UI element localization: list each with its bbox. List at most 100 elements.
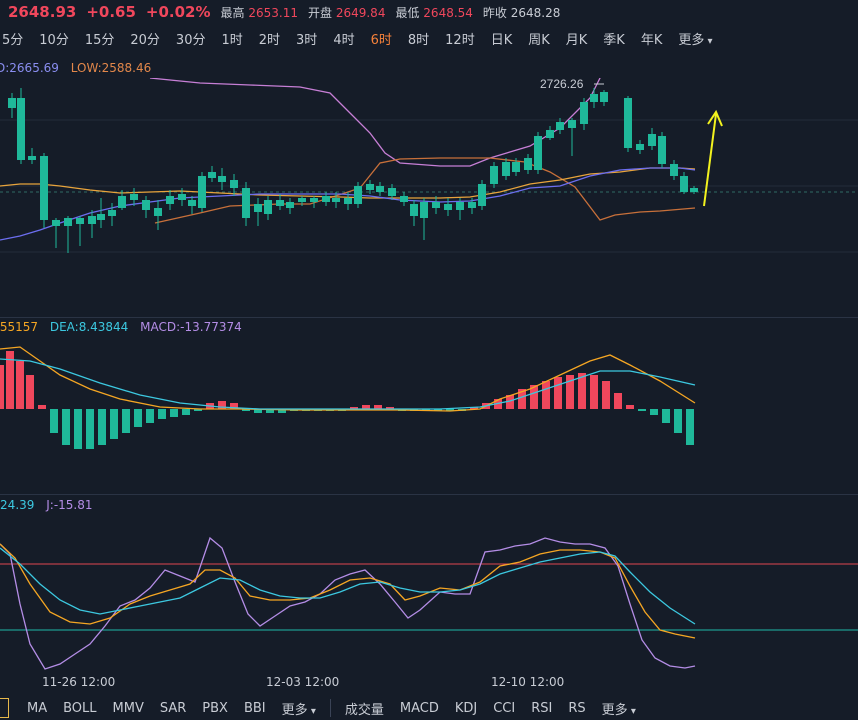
candle-body	[28, 156, 36, 160]
candlestick-chart[interactable]: 2726.26	[0, 78, 858, 318]
period-10m[interactable]: 10分	[39, 32, 69, 48]
candle-body	[88, 216, 96, 224]
macd-bar	[62, 409, 70, 445]
indicator-bbi[interactable]: BBI	[243, 700, 266, 716]
indicator-volume[interactable]: 成交量	[344, 702, 384, 718]
candle-body	[524, 158, 532, 170]
date-label-1: 11-26 12:00	[42, 675, 116, 689]
macd-bar	[98, 409, 106, 445]
panel-toggle-icon[interactable]	[0, 698, 9, 718]
kdj-legend: :24.39 J:-15.81	[0, 498, 101, 512]
macd-bar	[614, 393, 622, 409]
macd-bar	[446, 409, 454, 411]
macd-bar	[434, 409, 442, 411]
period-20m[interactable]: 20分	[130, 32, 160, 48]
candle-body	[468, 202, 476, 208]
period-quarter[interactable]: 季K	[603, 32, 625, 48]
period-8h[interactable]: 8时	[407, 32, 430, 48]
period-4h[interactable]: 4时	[333, 32, 355, 48]
date-label-3: 12-10 12:00	[491, 675, 565, 689]
macd-bar	[350, 407, 358, 409]
candle-body	[658, 136, 666, 164]
indicator-mmv[interactable]: MMV	[112, 700, 144, 716]
macd-bar	[110, 409, 118, 439]
macd-bar	[254, 409, 262, 413]
candle-body	[40, 156, 48, 220]
price-change: +0.65	[86, 3, 136, 21]
macd-bar	[470, 407, 478, 409]
macd-bar	[278, 409, 286, 413]
indicator-main-more[interactable]: 更多	[274, 699, 324, 718]
macd-bar	[566, 375, 574, 409]
period-15m[interactable]: 15分	[84, 32, 115, 48]
kdj-k-legend: :24.39	[0, 498, 35, 512]
macd-bar	[194, 409, 202, 411]
candle-body	[286, 202, 294, 208]
macd-value-legend: MACD:-13.77374	[140, 320, 242, 334]
candle-body	[456, 202, 464, 210]
macd-dif-legend: .55157	[0, 320, 38, 334]
candle-body	[432, 202, 440, 208]
kdj-chart[interactable]	[0, 514, 858, 674]
macd-dea-legend: DEA:8.43844	[49, 320, 129, 334]
period-6h[interactable]: 6时	[370, 32, 392, 48]
low-value: 2648.54	[423, 5, 473, 20]
period-year[interactable]: 年K	[640, 32, 663, 48]
toolbar-separator	[329, 699, 331, 717]
candle-body	[97, 214, 105, 220]
macd-dif-line	[0, 346, 696, 412]
candle-body	[502, 162, 510, 176]
candle-body	[108, 210, 116, 216]
indicator-sub-more[interactable]: 更多	[594, 699, 644, 718]
date-label-2: 12-03 12:00	[266, 675, 340, 689]
macd-bar	[374, 405, 382, 409]
indicator-rsi[interactable]: RSI	[531, 700, 553, 716]
period-more-dropdown[interactable]: 更多	[670, 29, 720, 48]
indicator-ma[interactable]: MA	[27, 700, 48, 716]
candle-body	[276, 200, 284, 206]
period-12h[interactable]: 12时	[445, 32, 475, 48]
indicator-rs[interactable]: RS	[568, 700, 586, 716]
candle-body	[580, 102, 588, 124]
macd-bar	[506, 395, 514, 409]
macd-bar	[518, 389, 526, 409]
period-3h[interactable]: 3时	[296, 32, 318, 48]
indicator-pbx[interactable]: PBX	[202, 700, 228, 716]
high-value: 2653.11	[248, 5, 298, 20]
macd-chart[interactable]	[0, 337, 858, 495]
period-1h[interactable]: 1时	[221, 32, 243, 48]
indicator-cci[interactable]: CCI	[493, 700, 516, 716]
period-month[interactable]: 月K	[565, 32, 588, 48]
macd-bar	[650, 409, 658, 415]
arrow-head	[707, 109, 723, 127]
macd-bar	[554, 377, 562, 409]
macd-bar	[26, 375, 34, 409]
candle-body	[478, 184, 486, 206]
candle-body	[648, 134, 656, 146]
candle-body	[8, 98, 16, 108]
period-2h[interactable]: 2时	[258, 32, 281, 48]
candle-body	[178, 194, 186, 200]
boll-lower-legend: LOW:2588.46	[70, 61, 152, 75]
macd-bar	[218, 401, 226, 409]
candle-body	[142, 200, 150, 210]
period-30m[interactable]: 30分	[175, 32, 206, 48]
macd-bar	[686, 409, 694, 445]
period-5m[interactable]: 5分	[2, 32, 24, 48]
indicator-toolbar: MA BOLL MMV SAR PBX BBI 更多 成交量 MACD KDJ …	[0, 696, 858, 720]
price-change-percent: +0.02%	[145, 3, 211, 21]
kdj-d-line	[0, 543, 696, 639]
macd-bar	[182, 409, 190, 415]
macd-bar	[242, 409, 250, 411]
indicator-sar[interactable]: SAR	[159, 700, 187, 716]
indicator-boll[interactable]: BOLL	[63, 700, 97, 716]
candle-body	[512, 162, 520, 172]
indicator-macd[interactable]: MACD	[399, 700, 439, 716]
period-week[interactable]: 周K	[528, 32, 550, 48]
macd-bar	[674, 409, 682, 433]
period-day[interactable]: 日K	[490, 32, 513, 48]
indicator-kdj[interactable]: KDJ	[454, 700, 478, 716]
candle-body	[52, 220, 60, 226]
open-value: 2649.84	[335, 5, 386, 20]
period-bar: 5分 10分 15分 20分 30分 1时 2时 3时 4时 6时 8时 12时…	[0, 26, 852, 50]
